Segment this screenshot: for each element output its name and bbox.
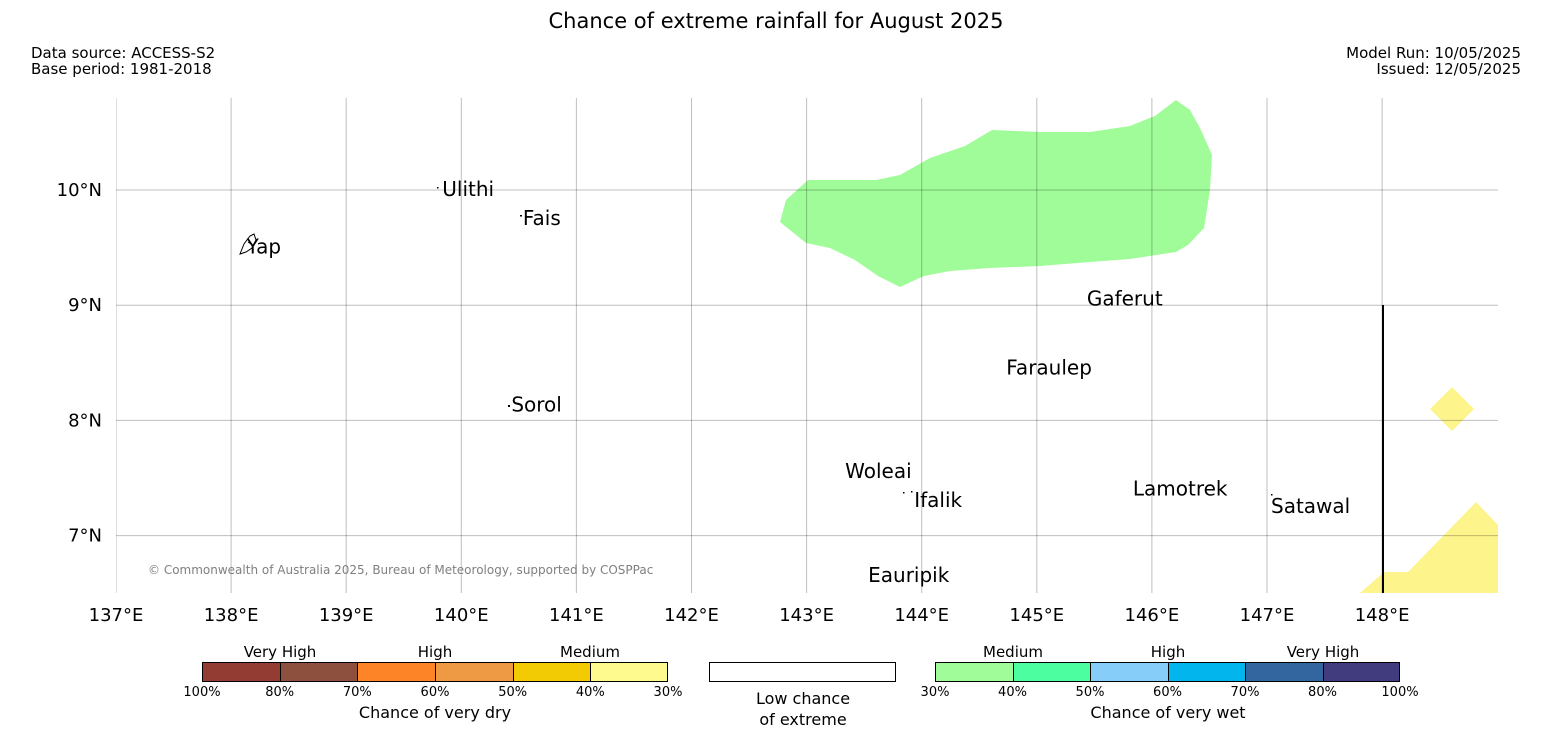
lon-tick-label: 137°E [89,605,144,626]
wet-swatch [1167,662,1246,682]
place-label-faraulep: Faraulep [1006,356,1092,380]
dry-medium-region [1360,502,1498,593]
lon-tick-label: 140°E [434,605,489,626]
wet-tick-label: 80% [1308,685,1337,700]
meta-left: Data source: ACCESS-S2 Base period: 1981… [31,45,215,77]
dry-tick-label: 60% [420,685,450,700]
wet-medium-region [780,100,1212,287]
lat-tick-label: 10°N [57,180,102,201]
place-label-yap: Yap [246,235,281,259]
lon-tick-label: 143°E [779,605,834,626]
map-title: Chance of extreme rainfall for August 20… [548,9,1004,33]
wet-swatch [1245,662,1324,682]
wet-tick-label: 40% [998,685,1027,700]
dry-swatch [590,662,668,682]
lon-tick-label: 145°E [1009,605,1064,626]
model-run-text: Model Run: 10/05/2025 [1346,44,1521,62]
dry-swatch [512,662,592,682]
dry-group-label: High [417,643,453,661]
wet-tick-label: 70% [1230,685,1260,700]
wet-caption: Chance of very wet [1090,703,1246,722]
dry-tick-label: 30% [653,685,683,700]
lat-tick-label: 9°N [68,295,102,316]
issued-text: Issued: 12/05/2025 [1376,60,1521,78]
dry-swatch [435,662,514,682]
dry-swatch [279,662,359,682]
lon-tick-label: 147°E [1240,605,1295,626]
dry-swatch [202,662,281,682]
place-label-ifalik: Ifalik [914,488,962,512]
place-labels: Yap Ulithi Fais Sorol Gaferut Faraulep WoleaiI… [246,177,1351,587]
place-label-lamotrek: Lamotrek [1133,477,1228,501]
map-plot-area [116,98,1498,593]
lat-tick-label: 8°N [68,410,102,431]
wet-tick-label: 100% [1381,685,1419,700]
wet-swatch [1012,662,1091,682]
dry-tick-label: 40% [575,685,605,700]
place-label-sorol: Sorol [511,392,562,416]
lon-tick-label: 141°E [549,605,604,626]
wet-tick-label: 50% [1075,685,1105,700]
meta-right: Model Run: 10/05/2025 Issued: 12/05/2025 [1346,45,1521,77]
neutral-caption-line2: of extreme [759,710,847,729]
lat-tick-label: 7°N [68,526,102,547]
dry-tick-label: 80% [265,685,295,700]
lon-tick-label: 139°E [319,605,374,626]
neutral-caption: Low chance of extreme [756,688,850,730]
wet-tick-label: 60% [1153,685,1182,700]
wet-group-label: High [1150,643,1186,661]
dry-tick-label: 70% [342,685,372,700]
wet-group-label: Very High [1286,643,1360,661]
wet-swatch [1322,662,1400,682]
lon-tick-label: 146°E [1125,605,1180,626]
place-label-ulithi: Ulithi [442,177,494,201]
wet-swatch [1090,662,1169,682]
dry-tick-label: 50% [498,685,528,700]
lon-tick-label: 142°E [664,605,719,626]
graticule [116,98,1498,593]
axis-ticks: 137°E 138°E 139°E 140°E 141°E 142°E 143°E 144°E… [57,180,1410,626]
wet-swatch [935,662,1014,682]
dry-swatch [357,662,436,682]
dry-group-label: Very High [243,643,317,661]
place-label-woleai: Woleai [845,459,912,483]
lon-tick-label: 148°E [1355,605,1410,626]
yap-island-outline [239,233,257,255]
place-label-eauripik: Eauripik [868,563,950,587]
lon-tick-label: 138°E [204,605,259,626]
neutral-swatch [709,662,896,682]
dry-caption: Chance of very dry [358,703,512,722]
base-period-text: Base period: 1981-2018 [31,60,212,78]
copyright-notice: © Commonwealth of Australia 2025, Bureau… [148,563,653,577]
place-label-gaferut: Gaferut [1087,286,1163,310]
island-markers [437,187,1273,496]
place-label-satawal: Satawal [1271,494,1350,518]
neutral-caption-line1: Low chance [755,689,851,708]
dry-medium-region [1430,387,1474,431]
dry-group-label: Medium [560,643,620,661]
lon-tick-label: 144°E [894,605,949,626]
wet-group-label: Medium [983,643,1043,661]
data-source-text: Data source: ACCESS-S2 [31,44,216,62]
dry-tick-label: 100% [183,685,221,700]
wet-tick-label: 30% [920,685,950,700]
place-label-fais: Fais [523,206,561,230]
